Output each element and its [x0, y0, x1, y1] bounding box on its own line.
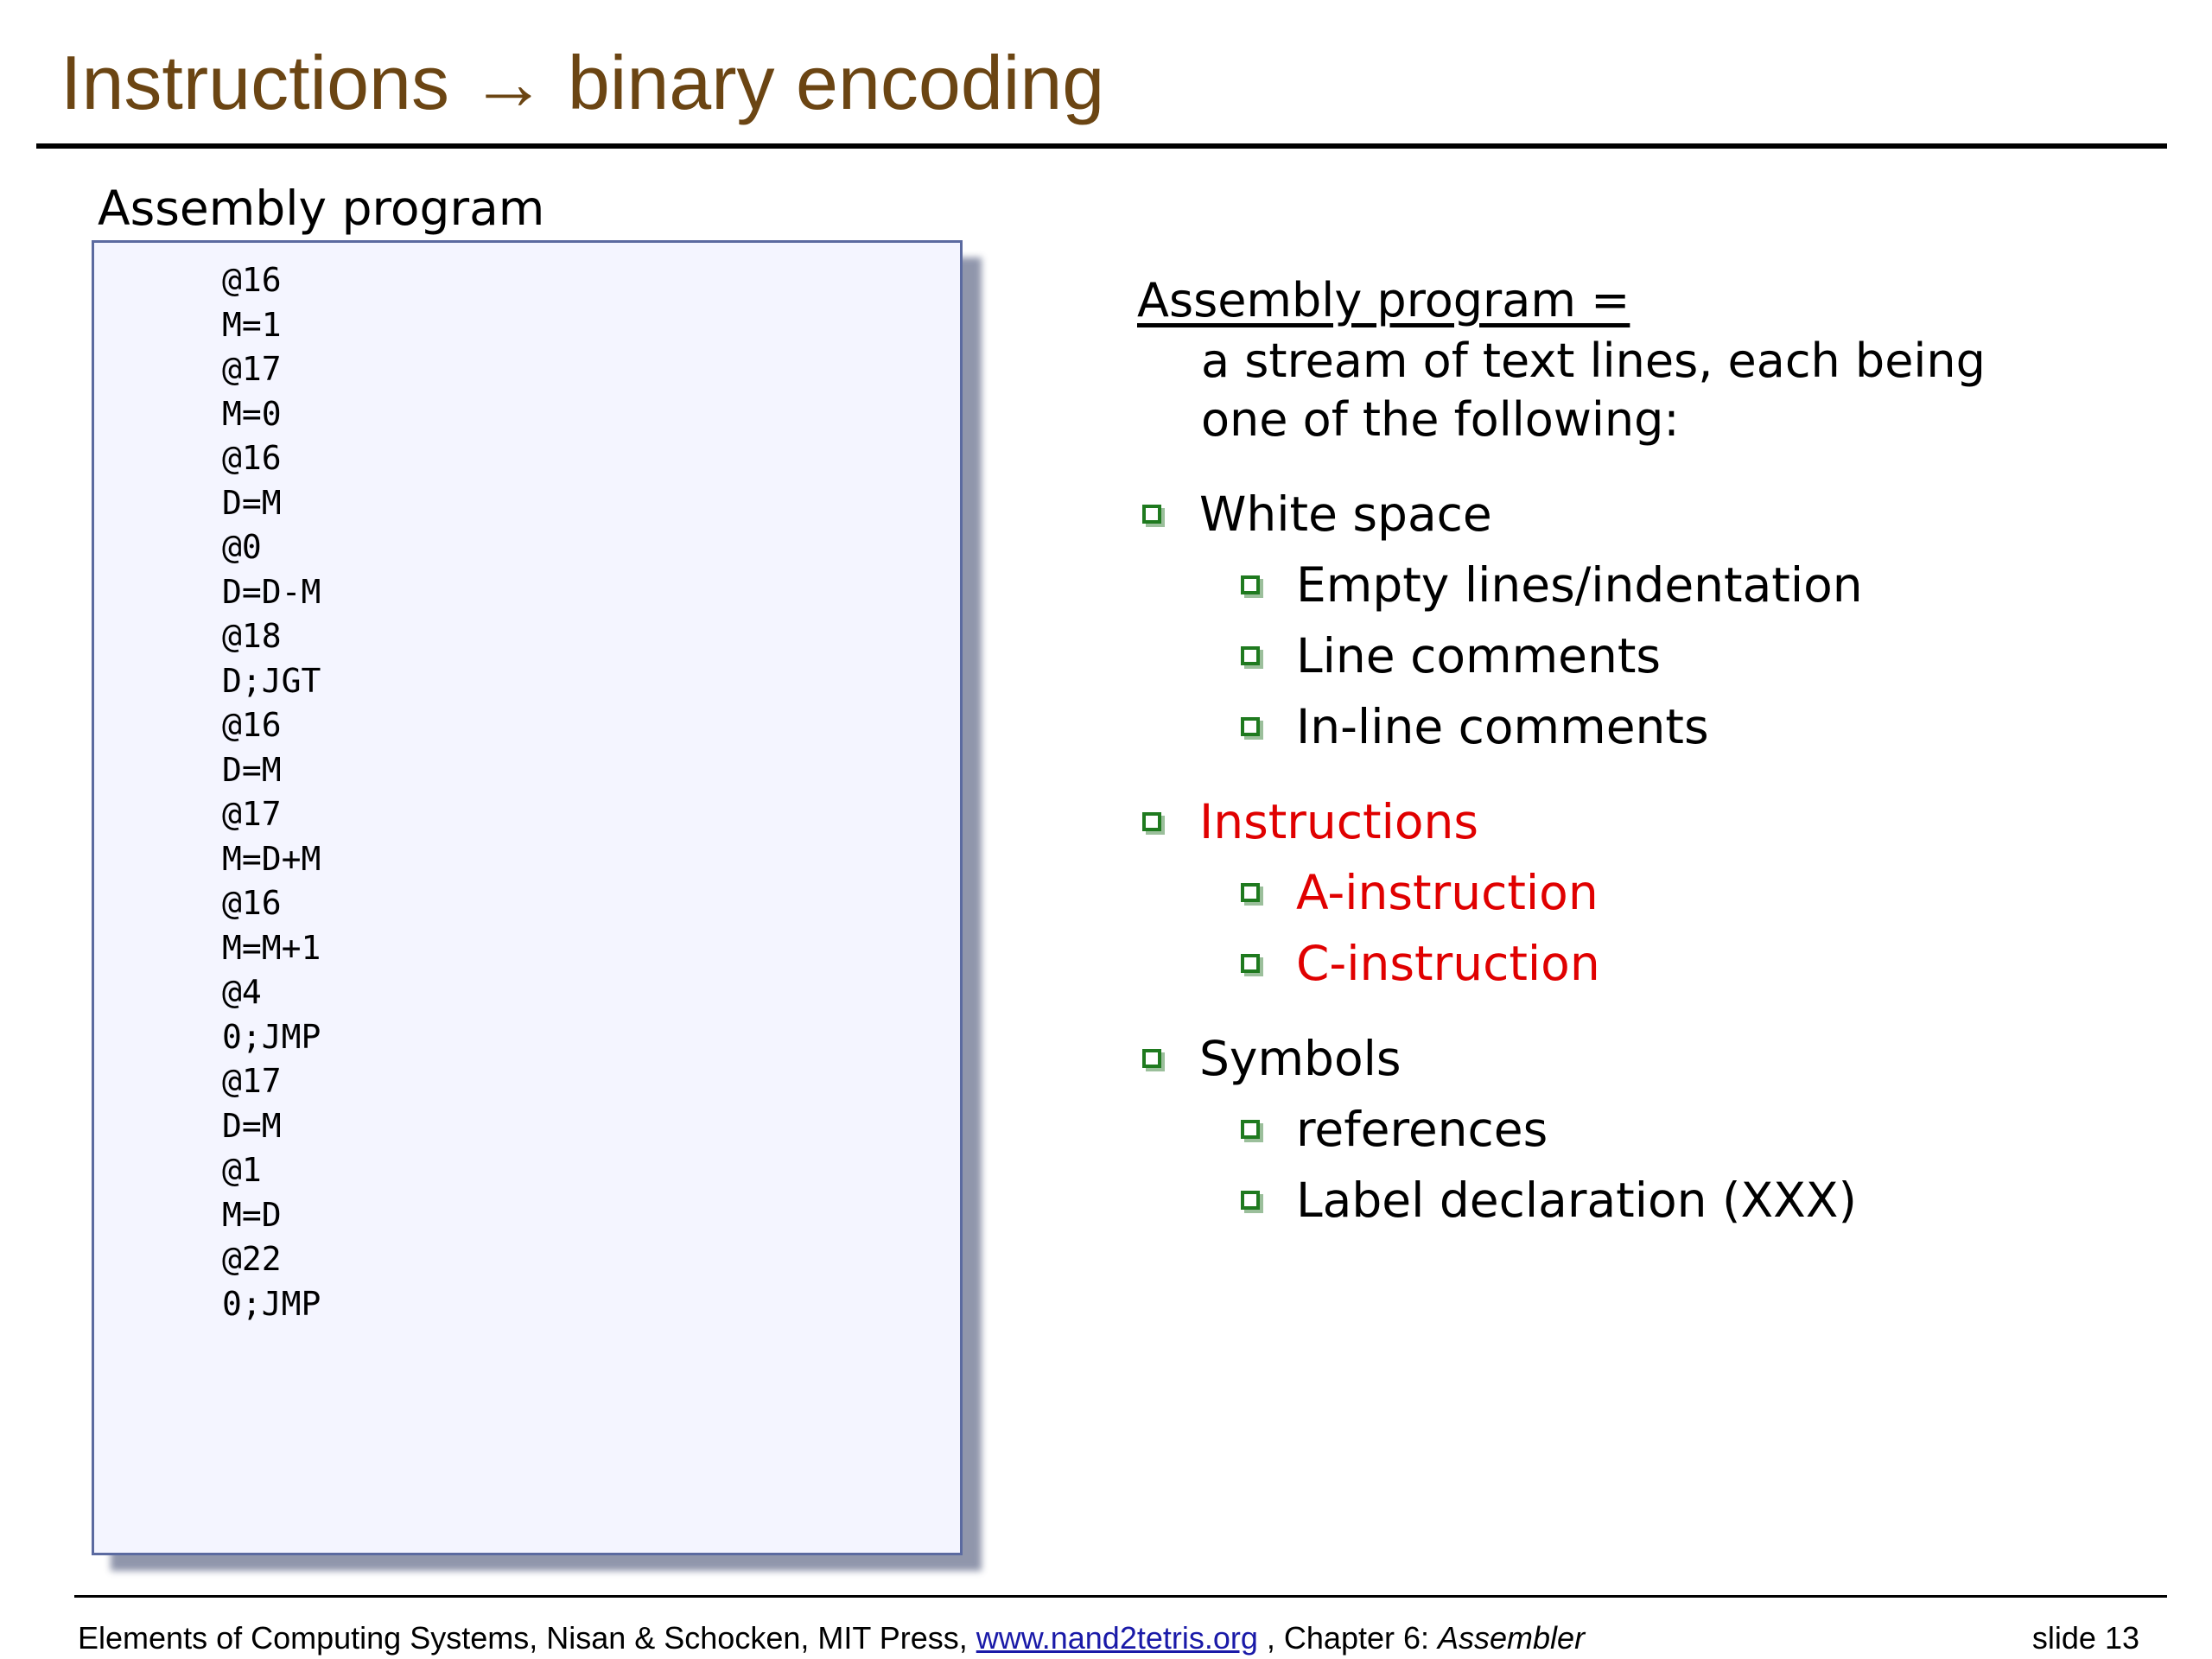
definition-heading: Assembly program = [1137, 273, 1630, 327]
checkbox-bullet-icon [1241, 1191, 1260, 1210]
checkbox-bullet-icon [1142, 505, 1161, 524]
code-line: M=0 [222, 394, 282, 433]
code-line: M=1 [222, 305, 282, 344]
footer-divider [74, 1595, 2167, 1598]
bullet-label: In-line comments [1296, 699, 1709, 754]
code-line: @1 [222, 1151, 262, 1189]
code-line: @4 [222, 973, 262, 1011]
code-line: @17 [222, 795, 282, 833]
code-line: 0;JMP [222, 1284, 321, 1323]
checkbox-bullet-icon [1241, 883, 1260, 902]
checkbox-bullet-icon [1241, 717, 1260, 736]
bullet-instructions: Instructions [1142, 794, 1478, 849]
footer-link[interactable]: www.nand2tetris.org [976, 1620, 1258, 1656]
code-line: @22 [222, 1240, 282, 1278]
code-line: @17 [222, 1062, 282, 1100]
bullet-label: C-instruction [1296, 936, 1600, 991]
footer-prefix: Elements of Computing Systems, Nisan & S… [78, 1620, 976, 1656]
code-line: M=M+1 [222, 928, 321, 967]
code-line: D=D-M [222, 572, 321, 611]
bullet-inline-comments: In-line comments [1241, 699, 1709, 754]
footer-middle: , Chapter 6: [1257, 1620, 1439, 1656]
checkbox-bullet-icon [1142, 1049, 1161, 1068]
bullet-symbols: Symbols [1142, 1031, 1402, 1086]
code-line: D=M [222, 1106, 282, 1145]
bullet-label: A-instruction [1296, 865, 1599, 920]
checkbox-bullet-icon [1142, 812, 1161, 831]
bullet-line-comments: Line comments [1241, 628, 1661, 683]
bullet-empty-lines: Empty lines/indentation [1241, 557, 1863, 613]
code-line: D;JGT [222, 661, 321, 700]
definition-line: a stream of text lines, each being [1201, 334, 1986, 388]
footer-chapter: Assembler [1438, 1620, 1586, 1656]
checkbox-bullet-icon [1241, 646, 1260, 665]
bullet-references: references [1241, 1102, 1548, 1157]
slide-title: Instructions → binary encoding [60, 40, 1105, 125]
footer-citation: Elements of Computing Systems, Nisan & S… [78, 1620, 1585, 1656]
bullet-label: Instructions [1199, 794, 1479, 849]
code-line: D=M [222, 483, 282, 522]
code-line: @18 [222, 617, 282, 655]
code-line: @16 [222, 439, 282, 477]
code-line: M=D+M [222, 839, 321, 878]
bullet-white-space: White space [1142, 486, 1492, 542]
definition-body: a stream of text lines, each being one o… [1201, 332, 1986, 449]
bullet-label: Label declaration (XXX) [1296, 1173, 1857, 1228]
code-line: @17 [222, 350, 282, 388]
bullet-label: White space [1199, 486, 1492, 542]
bullet-label: Empty lines/indentation [1296, 557, 1863, 613]
title-divider [36, 143, 2167, 149]
bullet-label-declaration: Label declaration (XXX) [1241, 1173, 1857, 1228]
code-line: M=D [222, 1195, 282, 1234]
code-panel-label: Assembly program [98, 181, 545, 236]
code-line: @16 [222, 706, 282, 744]
checkbox-bullet-icon [1241, 954, 1260, 973]
checkbox-bullet-icon [1241, 575, 1260, 594]
code-listing: @16 M=1 @17 M=0 @16 D=M @0 D=D-M @18 D;JGT @16 D=M @… [222, 258, 321, 1326]
bullet-label: Symbols [1199, 1031, 1402, 1086]
code-line: D=M [222, 750, 282, 789]
definition-line: one of the following: [1201, 392, 1680, 447]
code-line: @16 [222, 261, 282, 299]
bullet-c-instruction: C-instruction [1241, 936, 1600, 991]
code-panel: @16 M=1 @17 M=0 @16 D=M @0 D=D-M @18 D;JGT @16 D=M @… [92, 240, 963, 1555]
code-line: @0 [222, 528, 262, 566]
code-line: @16 [222, 884, 282, 922]
bullet-label: references [1296, 1102, 1548, 1157]
bullet-label: Line comments [1296, 628, 1662, 683]
code-line: 0;JMP [222, 1017, 321, 1056]
checkbox-bullet-icon [1241, 1120, 1260, 1139]
slide-number: slide 13 [2031, 1620, 2139, 1656]
bullet-a-instruction: A-instruction [1241, 865, 1599, 920]
